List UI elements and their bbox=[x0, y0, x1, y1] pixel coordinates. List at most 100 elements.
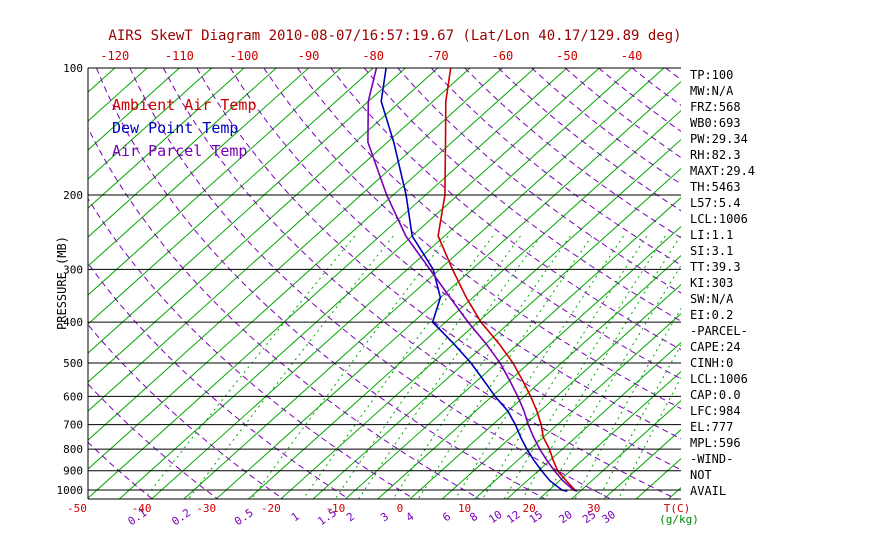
stat-line: RH:82.3 bbox=[690, 148, 741, 162]
stats-panel: TP:100 MW:N/A FRZ:568 WB0:693 PW:29.34 RH:82.… bbox=[690, 67, 865, 499]
stat-line: AVAIL bbox=[690, 484, 727, 498]
sounding-curve-1 bbox=[380, 68, 568, 492]
stat-line: FRZ:568 bbox=[690, 100, 741, 114]
dry-adiabat-line bbox=[531, 68, 681, 185]
mixing-ratio-label: 20 bbox=[557, 508, 575, 526]
stat-line: -PARCEL- bbox=[690, 324, 748, 338]
mixing-ratio-line bbox=[454, 235, 624, 499]
isotherm-line bbox=[88, 68, 342, 296]
isotherm-line bbox=[118, 68, 600, 499]
gkg-unit-label: (g/kg) bbox=[659, 513, 699, 526]
mixing-ratio-line bbox=[188, 235, 394, 499]
pressure-tick-label: 300 bbox=[63, 263, 83, 276]
dry-adiabat-line bbox=[88, 323, 284, 499]
mixing-ratio-label: 3 bbox=[378, 510, 391, 524]
bottom-temp-label: 20 bbox=[523, 502, 536, 515]
isotherm-line bbox=[88, 68, 568, 499]
stat-line: SI:3.1 bbox=[690, 244, 734, 258]
stat-line: SW:N/A bbox=[690, 292, 734, 306]
mixing-ratio-label: 0.5 bbox=[232, 506, 256, 528]
top-temp-label: -50 bbox=[556, 49, 578, 63]
isotherm-line bbox=[88, 68, 180, 151]
dry-adiabat-line bbox=[564, 68, 681, 159]
stat-line: CAP:0.0 bbox=[690, 388, 741, 402]
pressure-tick-label: 100 bbox=[63, 62, 83, 75]
mixing-ratio-line bbox=[334, 235, 521, 499]
stat-line: MPL:596 bbox=[690, 436, 741, 450]
top-temp-label: -100 bbox=[230, 49, 259, 63]
isotherm-line bbox=[88, 68, 245, 209]
mixing-ratio-label: 8 bbox=[467, 510, 480, 524]
top-temp-label: -70 bbox=[427, 49, 449, 63]
dry-adiabat-line bbox=[88, 262, 349, 499]
pressure-tick-label: 600 bbox=[63, 390, 83, 403]
mixing-ratio-line bbox=[503, 235, 666, 499]
mixing-ratio-line bbox=[144, 235, 356, 499]
bottom-temp-label: 0 bbox=[397, 502, 404, 515]
temp-unit-label: T(C) bbox=[664, 502, 691, 515]
stat-line: PW:29.34 bbox=[690, 132, 748, 146]
stat-line: LI:1.1 bbox=[690, 228, 734, 242]
mixing-ratio-line bbox=[482, 235, 648, 499]
dry-adiabat-line bbox=[96, 68, 546, 499]
stat-line: TP:100 bbox=[690, 68, 734, 82]
stat-line: NOT bbox=[690, 468, 712, 482]
pressure-tick-label: 1000 bbox=[57, 484, 84, 497]
stat-line: CAPE:24 bbox=[690, 340, 741, 354]
pressure-tick-label: 900 bbox=[63, 465, 83, 478]
stat-line: CINH:0 bbox=[690, 356, 734, 370]
stat-line: -WIND- bbox=[690, 452, 734, 466]
pressure-tick-label: 800 bbox=[63, 443, 83, 456]
dry-adiabat-line bbox=[0, 68, 87, 499]
legend: Ambient Air Temp Dew Point Temp Air Parc… bbox=[112, 94, 257, 163]
bottom-temp-label: -50 bbox=[67, 502, 87, 515]
pressure-tick-label: 500 bbox=[63, 357, 83, 370]
stat-line: KI:303 bbox=[690, 276, 734, 290]
isotherm-line bbox=[248, 109, 681, 499]
sounding-curve-0 bbox=[437, 68, 578, 492]
stat-line: LCL:1006 bbox=[690, 212, 748, 226]
mixing-ratio-line bbox=[417, 235, 593, 499]
isotherm-line bbox=[88, 68, 536, 470]
mixing-ratio-line bbox=[522, 235, 681, 499]
stat-line: EL:777 bbox=[690, 420, 734, 434]
bottom-temp-label: -10 bbox=[325, 502, 345, 515]
dry-adiabat-line bbox=[430, 68, 681, 266]
top-temp-label: -40 bbox=[621, 49, 643, 63]
stat-line: LCL:1006 bbox=[690, 372, 748, 386]
dry-adiabat-line bbox=[196, 68, 681, 471]
bottom-temp-label: -40 bbox=[132, 502, 152, 515]
mixing-ratio-label: 12 bbox=[504, 508, 522, 526]
isotherm-line bbox=[88, 68, 374, 325]
stat-line: MW:N/A bbox=[690, 84, 734, 98]
dry-adiabat-line bbox=[363, 68, 681, 322]
isotherm-line bbox=[474, 312, 681, 499]
dry-adiabat-line bbox=[867, 68, 870, 499]
mixing-ratio-label: 2 bbox=[344, 510, 357, 524]
mixing-ratio-line bbox=[392, 235, 571, 499]
isotherm-line bbox=[506, 341, 681, 499]
bottom-temp-label: 30 bbox=[587, 502, 600, 515]
mixing-ratio-label: 15 bbox=[527, 508, 545, 526]
dry-adiabat-line bbox=[88, 126, 480, 499]
top-temp-label: -60 bbox=[492, 49, 514, 63]
mixing-ratio-label: 4 bbox=[403, 510, 416, 525]
sounding-curve-2 bbox=[367, 68, 578, 492]
top-temp-label: -80 bbox=[362, 49, 384, 63]
isotherm-line bbox=[215, 80, 681, 499]
isotherm-line bbox=[151, 68, 632, 499]
dry-adiabat-line bbox=[397, 68, 681, 294]
chart-title: AIRS SkewT Diagram 2010-08-07/16:57:19.6… bbox=[108, 28, 682, 44]
isotherm-line bbox=[441, 283, 681, 499]
mixing-ratio-label: 1 bbox=[289, 510, 302, 524]
top-temp-label: -110 bbox=[165, 49, 194, 63]
mixing-ratio-label: 30 bbox=[600, 508, 618, 526]
isotherm-line bbox=[88, 68, 471, 412]
stat-line: TT:39.3 bbox=[690, 260, 741, 274]
pressure-axis-label: PRESSURE (MB) bbox=[55, 236, 69, 330]
mixing-ratio-label: 0.2 bbox=[169, 506, 193, 528]
isotherm-line bbox=[280, 138, 681, 499]
mixing-ratio-label: 10 bbox=[486, 508, 504, 526]
mixing-ratio-line bbox=[358, 235, 542, 499]
